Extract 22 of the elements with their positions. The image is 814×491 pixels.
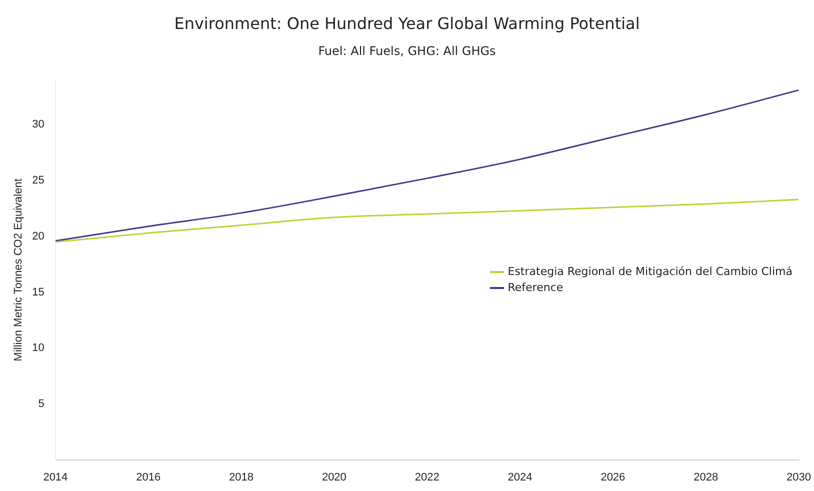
x-tick-label: 2014 (43, 471, 68, 484)
x-tick-label: 2024 (508, 471, 532, 484)
y-axis-title: Million Metric Tonnes CO2 Equivalent (12, 178, 25, 362)
chart-subtitle: Fuel: All Fuels, GHG: All GHGs (317, 44, 497, 58)
x-tick-label: 2026 (600, 471, 626, 484)
x-tick-label: 2016 (136, 471, 161, 484)
x-tick-label: 2028 (694, 471, 718, 484)
y-tick-label: 30 (32, 118, 44, 131)
y-tick-label: 25 (32, 174, 44, 187)
y-tick-label: 20 (32, 230, 44, 242)
x-tick-label: 2020 (322, 471, 346, 484)
x-tick-label: 2022 (414, 471, 440, 484)
y-tick-label: 5 (38, 398, 44, 410)
x-tick-label: 2018 (229, 471, 254, 484)
line-series (55, 198, 799, 243)
y-tick-label: 10 (32, 342, 44, 354)
line-series (55, 89, 799, 242)
chart-title: Environment: One Hundred Year Global Warming Potential (173, 14, 641, 33)
legend-label: Reference (508, 280, 564, 296)
x-tick-label: 2030 (786, 471, 812, 484)
y-tick-label: 15 (32, 286, 44, 298)
legend-label: Estrategia Regional de Mitigación del Cambio Climá (508, 264, 792, 280)
